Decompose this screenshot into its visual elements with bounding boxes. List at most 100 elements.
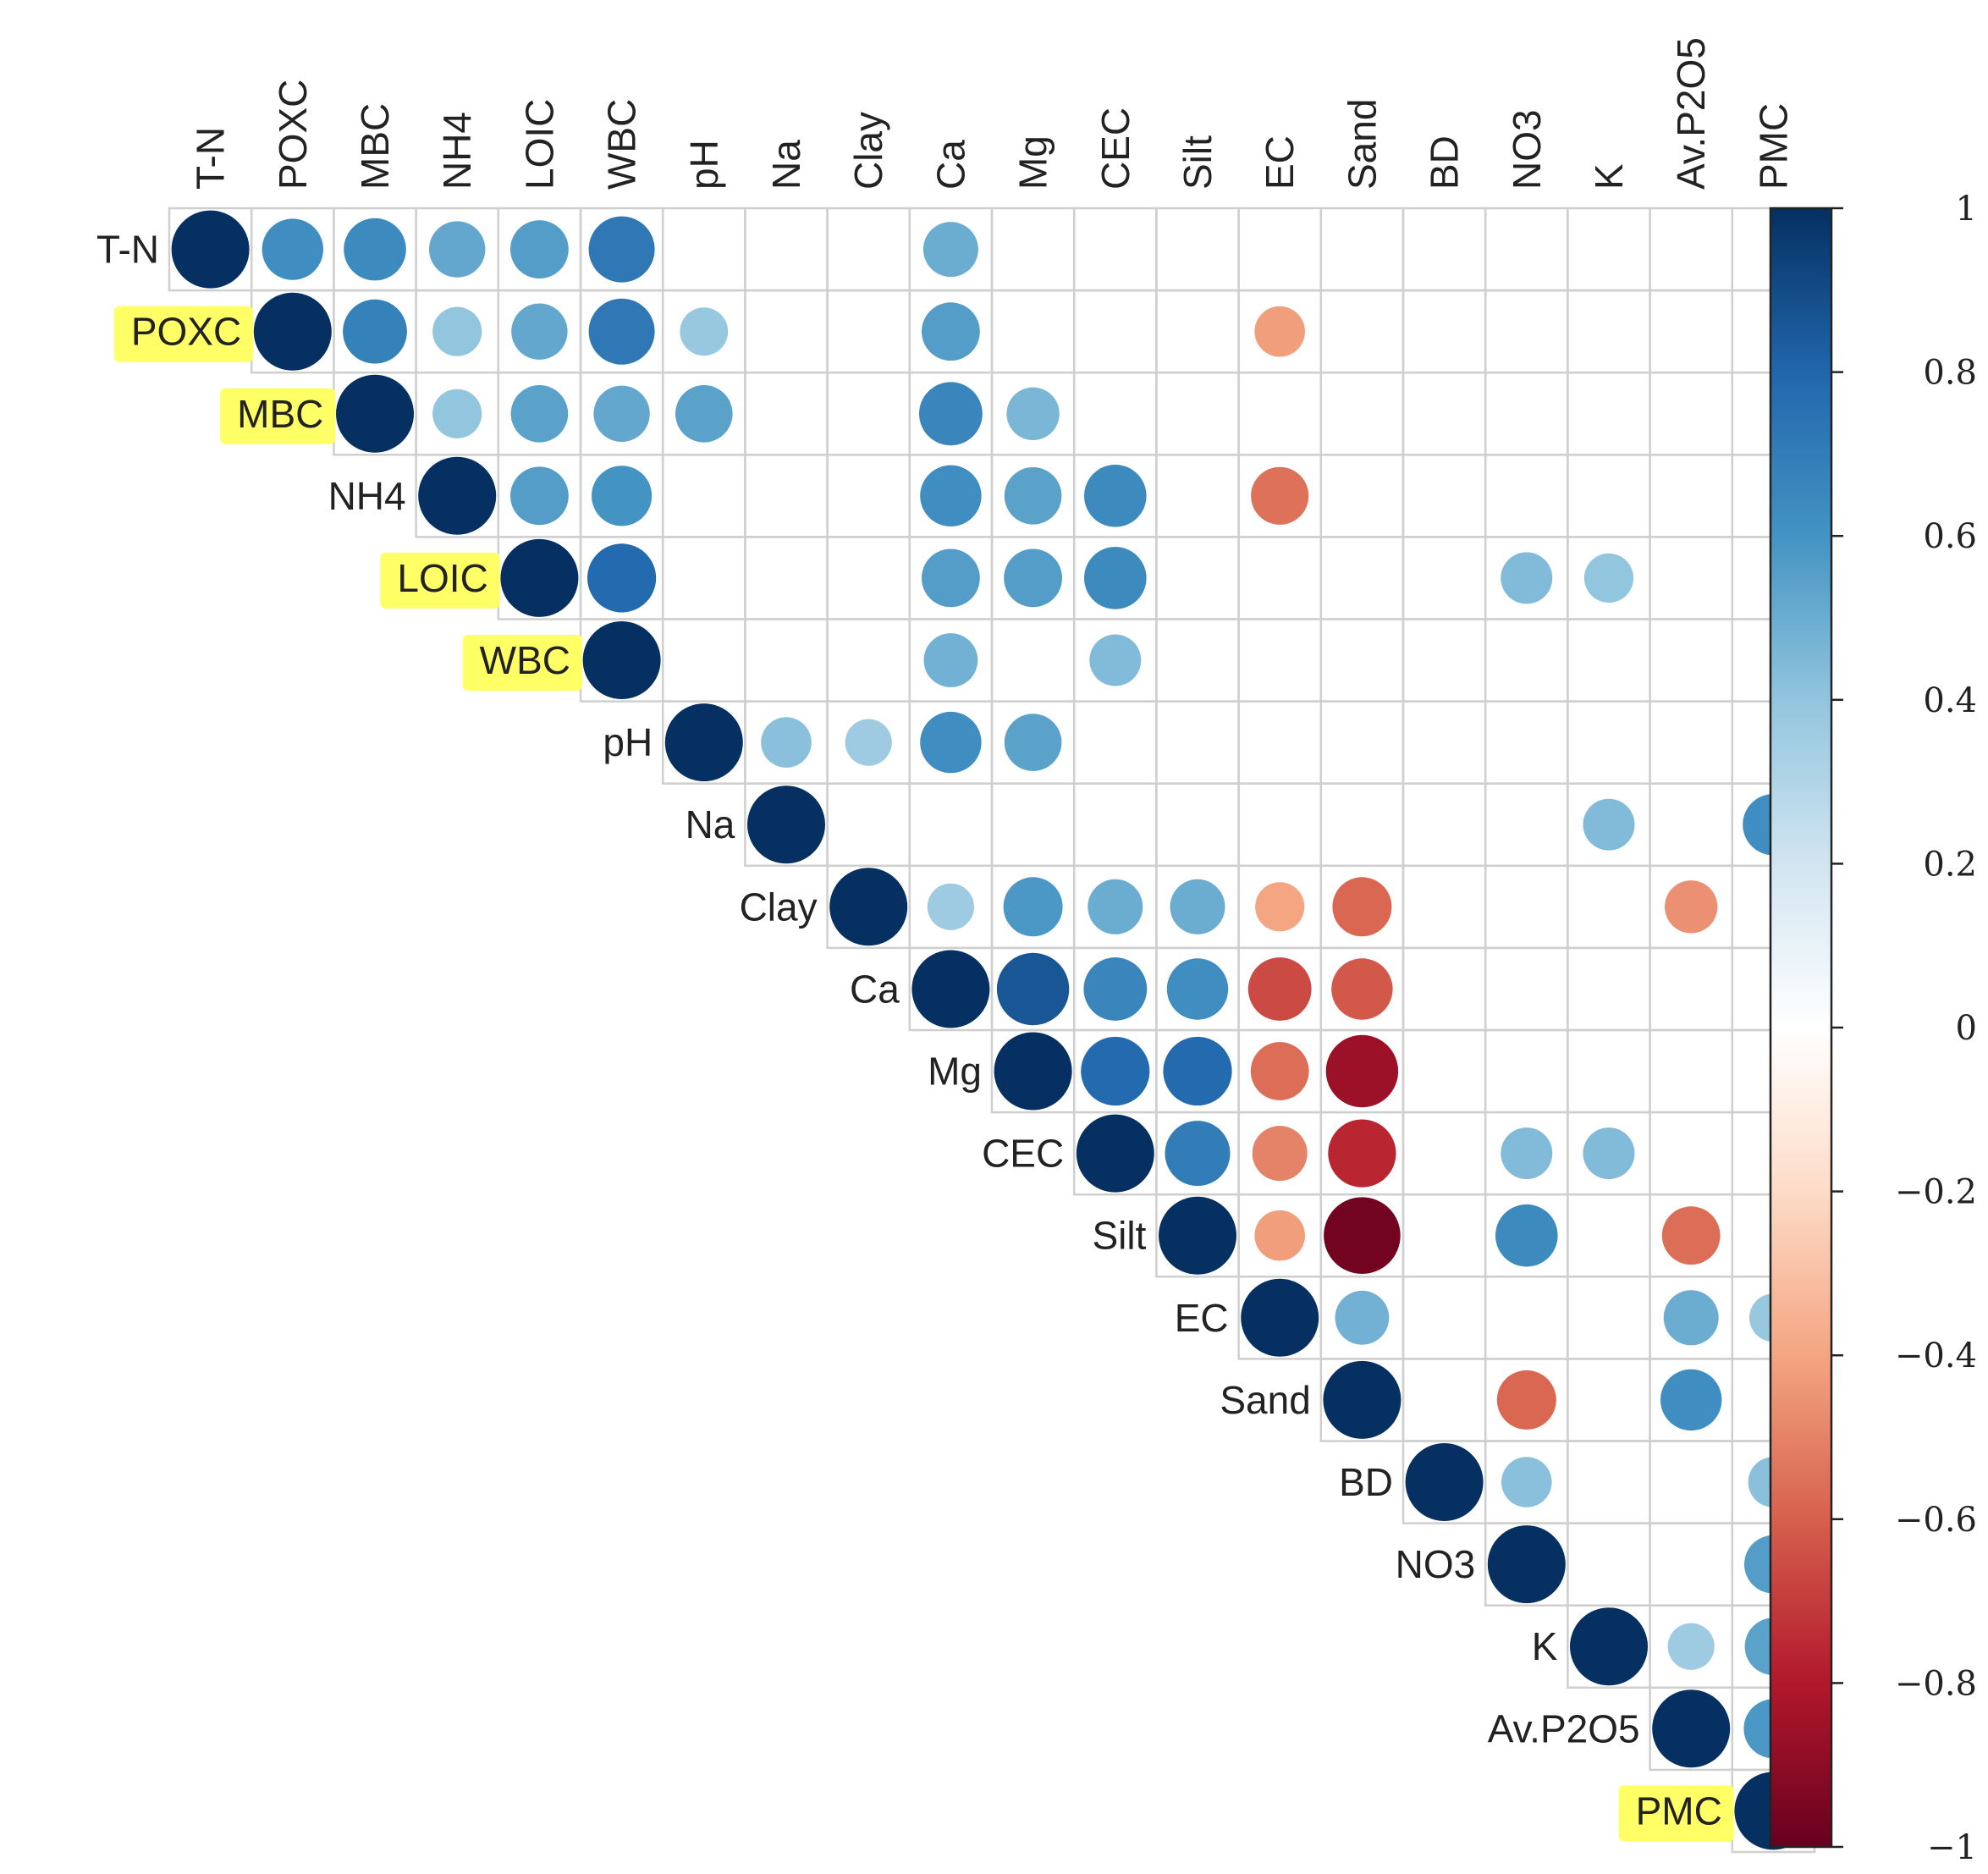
- colorbar-tick-label: 0.6: [1923, 517, 1977, 556]
- colorbar-tick-label: 0: [1956, 1009, 1977, 1048]
- corr-circle-loic-k: [1583, 553, 1634, 604]
- corr-circle-mbc-wbc: [593, 385, 650, 442]
- corr-circle-nh4-nh4: [418, 456, 497, 535]
- corr-circle-ca-silt: [1166, 958, 1229, 1020]
- grid-cell: [1484, 864, 1569, 950]
- grid-cell: [1072, 207, 1158, 292]
- colorbar-tick-label: −0.8: [1895, 1664, 1977, 1703]
- col-label-av-p2o5: Av.P2O5: [1669, 37, 1713, 190]
- corr-circle-ca-ca: [911, 950, 990, 1028]
- grid-cell: [1649, 946, 1734, 1032]
- corr-circle-t-n-t-n: [171, 210, 250, 289]
- corr-circle-t-n-wbc: [588, 216, 655, 283]
- corr-circle-loic-wbc: [587, 543, 657, 613]
- corr-circle-clay-cec: [1088, 879, 1143, 934]
- corr-circle-ph-ca: [920, 711, 982, 774]
- highlight-poxc: [113, 306, 254, 362]
- grid-cell: [1155, 289, 1240, 374]
- colorbar-tick-label: −0.6: [1895, 1501, 1977, 1540]
- grid-cell: [1402, 700, 1487, 785]
- grid-cell: [1649, 371, 1734, 456]
- row-label-bd: BD: [1339, 1460, 1393, 1504]
- row-label-pmc: PMC: [1636, 1789, 1722, 1833]
- grid-cell: [1402, 371, 1487, 456]
- grid-cell: [990, 782, 1076, 868]
- corr-circle-ph-mg: [1004, 714, 1062, 771]
- grid-cell: [744, 454, 829, 538]
- row-label-ec: EC: [1175, 1296, 1229, 1340]
- colorbar-tick-label: −1: [1927, 1828, 1977, 1867]
- corr-circle-na-na: [747, 785, 825, 864]
- col-label-k: K: [1587, 163, 1631, 190]
- corr-circle-clay-sand: [1332, 877, 1392, 937]
- corr-circle-clay-clay: [829, 868, 908, 946]
- row-label-sand: Sand: [1220, 1378, 1310, 1422]
- col-label-nh4: NH4: [435, 112, 479, 190]
- col-label-bd: BD: [1423, 135, 1467, 190]
- grid-cell: [1319, 618, 1405, 703]
- grid-cell: [908, 782, 994, 868]
- corr-circle-poxc-mbc: [343, 299, 407, 364]
- corr-circle-mbc-nh4: [432, 389, 482, 438]
- grid-cell: [1402, 864, 1487, 950]
- grid-cell: [1319, 371, 1405, 456]
- highlight-loic: [380, 552, 500, 609]
- grid-cell: [826, 782, 911, 868]
- grid-cell: [661, 618, 746, 703]
- corr-circle-t-n-poxc: [262, 218, 323, 280]
- corr-circle-poxc-wbc: [588, 298, 655, 365]
- corr-circle-silt-ec: [1254, 1210, 1305, 1261]
- grid-cell: [1072, 371, 1158, 456]
- grid-cell: [1567, 289, 1651, 374]
- grid-cell: [1402, 1358, 1487, 1442]
- col-label-mbc: MBC: [353, 103, 397, 190]
- row-label-clay: Clay: [740, 885, 818, 929]
- grid-cell: [826, 536, 911, 620]
- colorbar-tick-label: 0.2: [1923, 845, 1977, 884]
- corr-circle-nh4-cec: [1084, 465, 1147, 527]
- grid-cell: [826, 207, 911, 292]
- corr-circle-na-k: [1583, 798, 1635, 851]
- corr-circle-poxc-nh4: [432, 306, 482, 356]
- corr-circle-cec-no3: [1501, 1127, 1553, 1180]
- grid-cell: [744, 618, 829, 703]
- grid-cell: [1649, 1522, 1734, 1607]
- grid-cell: [990, 207, 1076, 292]
- col-label-poxc: POXC: [271, 80, 315, 190]
- grid-cell: [1402, 946, 1487, 1032]
- corr-circle-clay-ec: [1255, 882, 1305, 932]
- grid-cell: [1484, 782, 1569, 868]
- corr-circle-silt-av-p2o5: [1661, 1206, 1721, 1265]
- grid-cell: [744, 207, 829, 292]
- col-label-t-n: T-N: [189, 127, 233, 190]
- grid-cell: [1072, 782, 1158, 868]
- corr-circle-ec-ec: [1241, 1278, 1319, 1357]
- grid-cell: [1567, 1028, 1651, 1114]
- grid-cell: [1155, 207, 1240, 292]
- corr-circle-wbc-cec: [1089, 634, 1142, 686]
- corr-circle-clay-ca: [927, 883, 974, 930]
- grid-cell: [1237, 207, 1323, 292]
- corr-circle-t-n-nh4: [429, 221, 486, 278]
- grid-cell: [1237, 782, 1323, 868]
- grid-cell: [826, 371, 911, 456]
- grid-cell: [1567, 207, 1651, 292]
- corr-circle-mg-silt: [1163, 1036, 1232, 1106]
- row-label-ph: pH: [603, 720, 653, 764]
- grid-cell: [1484, 371, 1569, 456]
- corr-circle-cec-k: [1583, 1127, 1635, 1180]
- colorbar-tick-label: 1: [1956, 190, 1977, 229]
- corr-circle-t-n-mbc: [344, 218, 406, 281]
- row-label-na: Na: [686, 802, 735, 846]
- grid-cell: [1402, 207, 1487, 292]
- colorbar-tick-label: −0.4: [1895, 1337, 1977, 1375]
- corr-circle-mg-ec: [1250, 1042, 1309, 1100]
- grid-cell: [1649, 618, 1734, 703]
- grid-cell: [744, 536, 829, 620]
- row-label-no3: NO3: [1396, 1542, 1476, 1586]
- corr-circle-poxc-ec: [1254, 306, 1305, 357]
- grid-cell: [1567, 454, 1651, 538]
- grid-cell: [1402, 1276, 1487, 1360]
- grid-cell: [1155, 618, 1240, 703]
